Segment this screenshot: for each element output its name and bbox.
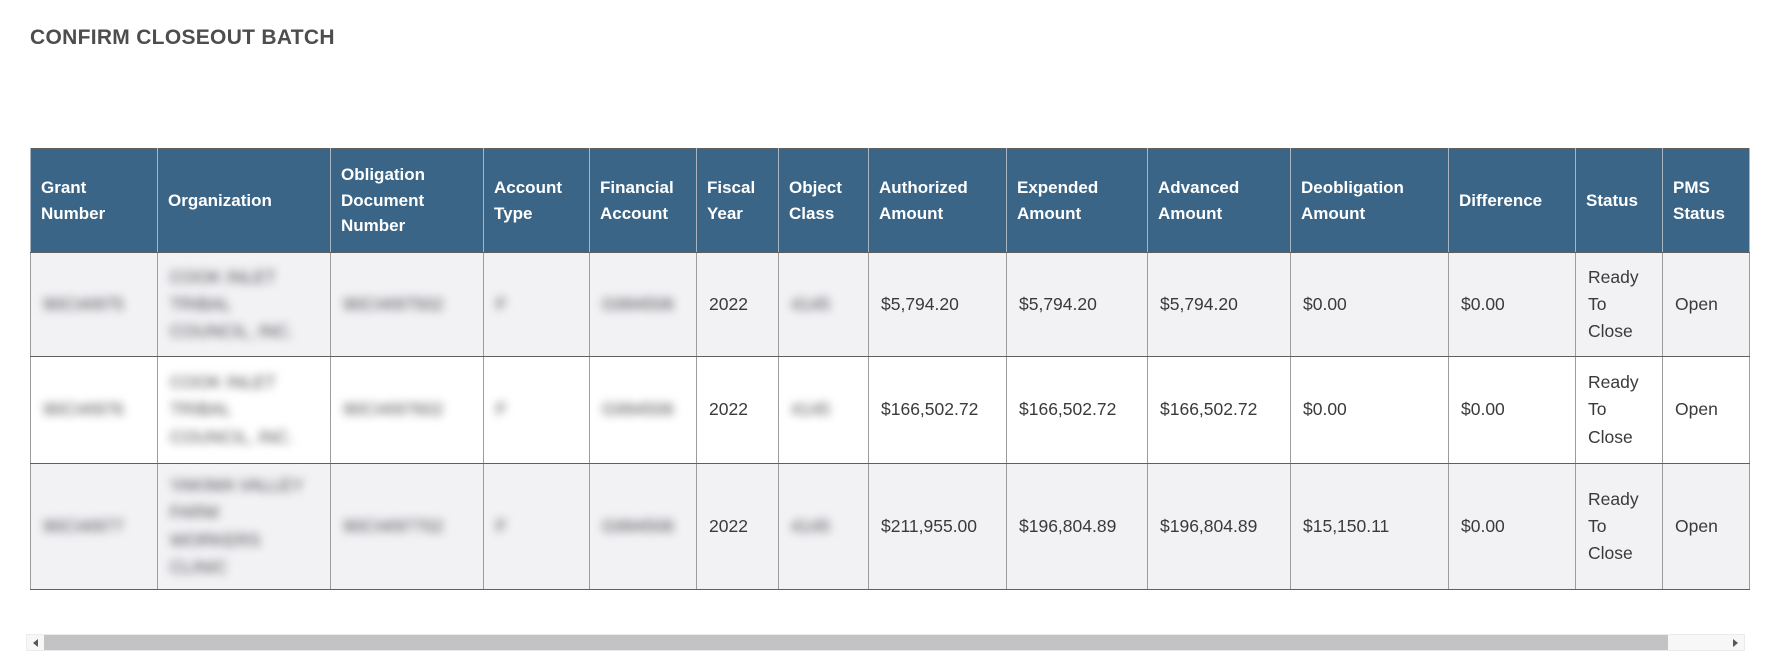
cell-difference: $0.00 (1448, 252, 1576, 357)
redacted-account-type: F (496, 293, 507, 314)
column-header-account-type: Account Type (483, 148, 590, 253)
cell-status: Ready To Close (1575, 356, 1663, 464)
cell-expended-amount: $166,502.72 (1006, 356, 1148, 464)
scroll-left-button[interactable] (27, 635, 44, 650)
table-row: 90CI4I977 YAKIMA VALLEY FARM WORKERS CLI… (30, 463, 1750, 590)
cell-account-type: F (483, 463, 590, 590)
redacted-organization: COOK INLET TRIBAL COUNCIL, INC. (170, 372, 294, 447)
redacted-financial-account: G994506 (602, 515, 675, 536)
cell-status: Ready To Close (1575, 252, 1663, 357)
redacted-obligation-document-number: 90CI4I97502 (343, 293, 444, 314)
cell-obligation-document-number: 90CI4I97502 (330, 252, 484, 357)
redacted-object-class: 4145 (791, 293, 830, 314)
column-header-deobligation-amount: Deobligation Amount (1290, 148, 1449, 253)
table-body: 90CI4I975 COOK INLET TRIBAL COUNCIL, INC… (30, 252, 1750, 590)
scrollbar-thumb[interactable] (44, 635, 1669, 650)
cell-financial-account: G994506 (589, 356, 697, 464)
column-header-expended-amount: Expended Amount (1006, 148, 1148, 253)
cell-status: Ready To Close (1575, 463, 1663, 590)
cell-organization: YAKIMA VALLEY FARM WORKERS CLINIC (157, 463, 331, 590)
column-header-grant-number: Grant Number (30, 148, 158, 253)
cell-advanced-amount: $166,502.72 (1147, 356, 1291, 464)
column-header-obligation-document-number: Obligation Document Number (330, 148, 484, 253)
redacted-obligation-document-number: 90CI4I97602 (343, 399, 444, 420)
cell-organization: COOK INLET TRIBAL COUNCIL, INC. (157, 252, 331, 357)
cell-deobligation-amount: $0.00 (1290, 356, 1449, 464)
scroll-left-arrow-icon (33, 638, 38, 647)
cell-grant-number: 90CI4I977 (30, 463, 158, 590)
cell-object-class: 4145 (778, 356, 869, 464)
redacted-grant-number: 90CI4I977 (43, 515, 124, 536)
redacted-financial-account: G994506 (602, 399, 675, 420)
table-row: 90CI4I975 COOK INLET TRIBAL COUNCIL, INC… (30, 252, 1750, 357)
header-row: Grant Number Organization Obligation Doc… (30, 148, 1750, 253)
cell-object-class: 4145 (778, 252, 869, 357)
cell-grant-number: 90CI4I976 (30, 356, 158, 464)
cell-advanced-amount: $5,794.20 (1147, 252, 1291, 357)
horizontal-scrollbar[interactable] (26, 634, 1745, 651)
scroll-right-button[interactable] (1727, 635, 1744, 650)
cell-grant-number: 90CI4I975 (30, 252, 158, 357)
cell-object-class: 4145 (778, 463, 869, 590)
column-header-advanced-amount: Advanced Amount (1147, 148, 1291, 253)
cell-deobligation-amount: $0.00 (1290, 252, 1449, 357)
cell-financial-account: G994506 (589, 463, 697, 590)
column-header-status: Status (1575, 148, 1663, 253)
table-header: Grant Number Organization Obligation Doc… (30, 148, 1750, 253)
column-header-object-class: Object Class (778, 148, 869, 253)
redacted-account-type: F (496, 399, 507, 420)
cell-pms-status: Open (1662, 463, 1750, 590)
cell-fiscal-year: 2022 (696, 356, 779, 464)
closeout-batch-table-container: Grant Number Organization Obligation Doc… (30, 148, 1750, 590)
redacted-grant-number: 90CI4I976 (43, 399, 124, 420)
cell-authorized-amount: $5,794.20 (868, 252, 1007, 357)
cell-difference: $0.00 (1448, 463, 1576, 590)
closeout-batch-table: Grant Number Organization Obligation Doc… (30, 148, 1750, 590)
column-header-difference: Difference (1448, 148, 1576, 253)
cell-expended-amount: $196,804.89 (1006, 463, 1148, 590)
column-header-organization: Organization (157, 148, 331, 253)
redacted-obligation-document-number: 90CI4I97702 (343, 515, 444, 536)
redacted-account-type: F (496, 515, 507, 536)
cell-fiscal-year: 2022 (696, 252, 779, 357)
redacted-organization: YAKIMA VALLEY FARM WORKERS CLINIC (170, 475, 304, 577)
cell-deobligation-amount: $15,150.11 (1290, 463, 1449, 590)
cell-obligation-document-number: 90CI4I97602 (330, 356, 484, 464)
redacted-organization: COOK INLET TRIBAL COUNCIL, INC. (170, 266, 294, 342)
redacted-object-class: 4145 (791, 399, 830, 420)
cell-account-type: F (483, 356, 590, 464)
cell-financial-account: G994506 (589, 252, 697, 357)
redacted-object-class: 4145 (791, 515, 830, 536)
cell-authorized-amount: $211,955.00 (868, 463, 1007, 590)
page-title: CONFIRM CLOSEOUT BATCH (30, 26, 335, 49)
cell-authorized-amount: $166,502.72 (868, 356, 1007, 464)
cell-expended-amount: $5,794.20 (1006, 252, 1148, 357)
column-header-pms-status: PMS Status (1662, 148, 1750, 253)
column-header-authorized-amount: Authorized Amount (868, 148, 1007, 253)
scroll-right-arrow-icon (1733, 638, 1738, 647)
column-header-fiscal-year: Fiscal Year (696, 148, 779, 253)
cell-fiscal-year: 2022 (696, 463, 779, 590)
cell-advanced-amount: $196,804.89 (1147, 463, 1291, 590)
cell-organization: COOK INLET TRIBAL COUNCIL, INC. (157, 356, 331, 464)
cell-pms-status: Open (1662, 252, 1750, 357)
table-row: 90CI4I976 COOK INLET TRIBAL COUNCIL, INC… (30, 356, 1750, 464)
scrollbar-track[interactable] (44, 635, 1727, 650)
column-header-financial-account: Financial Account (589, 148, 697, 253)
cell-difference: $0.00 (1448, 356, 1576, 464)
cell-account-type: F (483, 252, 590, 357)
redacted-financial-account: G994506 (602, 293, 675, 314)
cell-obligation-document-number: 90CI4I97702 (330, 463, 484, 590)
redacted-grant-number: 90CI4I975 (43, 293, 124, 314)
cell-pms-status: Open (1662, 356, 1750, 464)
